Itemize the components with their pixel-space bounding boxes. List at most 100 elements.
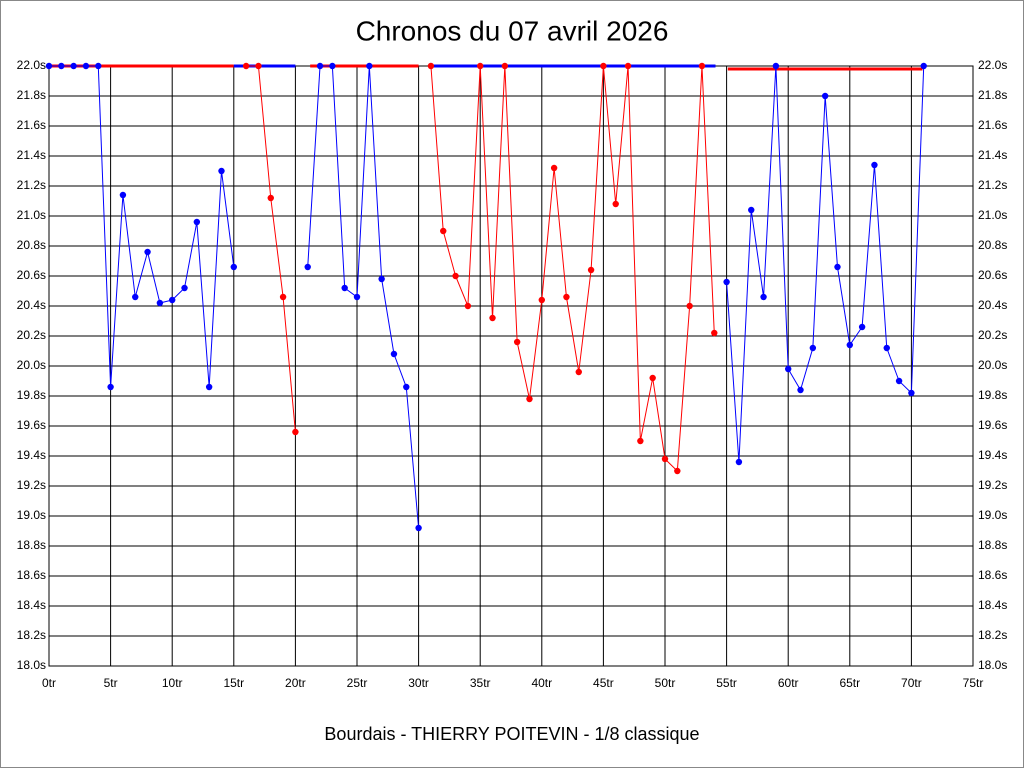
data-point	[415, 524, 422, 532]
y-tick-label: 20.4s	[17, 298, 46, 312]
data-point	[587, 266, 595, 274]
data-point	[834, 263, 841, 271]
data-point	[711, 329, 718, 337]
y-tick-label: 18.4s	[17, 598, 46, 612]
data-point	[858, 323, 866, 331]
data-point	[772, 62, 780, 70]
data-point	[58, 62, 65, 70]
data-point	[821, 92, 829, 100]
data-point	[329, 62, 336, 70]
data-point	[477, 62, 484, 70]
y-tick-label: 21.4s	[17, 148, 46, 162]
y2-tick-label: 20.6s	[978, 268, 1007, 282]
x-axis-label: Bourdais - THIERRY POITEVIN - 1/8 classi…	[324, 724, 699, 744]
data-point	[292, 428, 299, 436]
data-point	[316, 62, 324, 70]
y-tick-label: 20.2s	[17, 328, 46, 342]
data-point	[920, 62, 927, 70]
y-tick-label: 18.0s	[17, 658, 46, 672]
data-point	[70, 62, 77, 70]
x-tick-label: 10tr	[162, 676, 183, 690]
data-point	[95, 62, 102, 70]
data-point	[267, 194, 274, 202]
data-point	[279, 293, 287, 301]
data-point	[600, 62, 607, 70]
data-point	[218, 167, 225, 175]
y2-tick-label: 21.2s	[978, 178, 1007, 192]
y2-tick-label: 21.8s	[978, 88, 1007, 102]
data-point	[723, 278, 730, 286]
data-point	[205, 383, 213, 391]
y-tick-label: 19.6s	[17, 418, 46, 432]
x-tick-label: 0tr	[42, 676, 56, 690]
y2-tick-label: 21.6s	[978, 118, 1007, 132]
data-point	[107, 383, 114, 391]
y-tick-label: 19.4s	[17, 448, 46, 462]
x-tick-label: 15tr	[223, 676, 244, 690]
data-point	[341, 284, 348, 292]
y-tick-label: 20.6s	[17, 268, 46, 282]
x-tick-label: 50tr	[655, 676, 676, 690]
data-point	[452, 272, 459, 280]
data-point	[698, 62, 706, 70]
data-point	[661, 455, 669, 463]
data-point	[785, 365, 792, 373]
data-point	[353, 293, 361, 301]
y-tick-label: 18.2s	[17, 628, 46, 642]
data-point	[132, 293, 139, 301]
data-point	[156, 299, 164, 307]
data-point	[908, 389, 915, 397]
data-point	[193, 218, 201, 226]
y-tick-label: 19.0s	[17, 508, 46, 522]
y-tick-label: 21.2s	[17, 178, 46, 192]
y2-tick-label: 19.8s	[978, 388, 1007, 402]
y-tick-label: 21.6s	[17, 118, 46, 132]
x-tick-label: 25tr	[347, 676, 368, 690]
series-line	[49, 65, 235, 388]
x-tick-label: 45tr	[593, 676, 614, 690]
data-point	[464, 302, 472, 310]
y2-tick-label: 18.8s	[978, 538, 1007, 552]
data-point	[538, 296, 545, 304]
chart-title: Chronos du 07 avril 2026	[356, 15, 669, 46]
data-point	[624, 62, 632, 70]
data-point	[489, 314, 496, 322]
data-point	[255, 62, 262, 70]
y-tick-label: 20.8s	[17, 238, 46, 252]
x-tick-label: 30tr	[408, 676, 429, 690]
data-point	[513, 338, 521, 346]
data-point	[809, 344, 817, 352]
data-point	[575, 368, 582, 376]
data-point	[82, 62, 90, 70]
data-point	[871, 161, 878, 169]
x-tick-label: 40tr	[531, 676, 552, 690]
data-point	[366, 62, 373, 70]
x-tick-label: 70tr	[901, 676, 922, 690]
y2-tick-label: 18.6s	[978, 568, 1007, 582]
y-tick-label: 22.0s	[17, 58, 46, 72]
data-point	[440, 227, 447, 235]
data-point	[427, 62, 435, 70]
y-tick-label: 21.0s	[17, 208, 46, 222]
y2-tick-label: 22.0s	[978, 58, 1007, 72]
data-point	[748, 206, 755, 214]
x-tick-label: 5tr	[104, 676, 118, 690]
y2-tick-label: 20.0s	[978, 358, 1007, 372]
data-point	[760, 293, 767, 301]
data-point	[612, 200, 619, 208]
data-point	[686, 302, 693, 310]
data-point	[895, 377, 903, 385]
y2-tick-label: 20.2s	[978, 328, 1007, 342]
data-point	[674, 467, 681, 475]
data-point	[403, 383, 410, 391]
data-point	[526, 395, 533, 403]
data-point	[797, 386, 804, 394]
x-tick-label: 20tr	[285, 676, 306, 690]
data-point	[550, 164, 558, 172]
x-tick-label: 55tr	[716, 676, 737, 690]
y2-tick-label: 19.4s	[978, 448, 1007, 462]
data-point	[119, 191, 127, 199]
y2-tick-label: 19.2s	[978, 478, 1007, 492]
data-point	[378, 275, 385, 283]
